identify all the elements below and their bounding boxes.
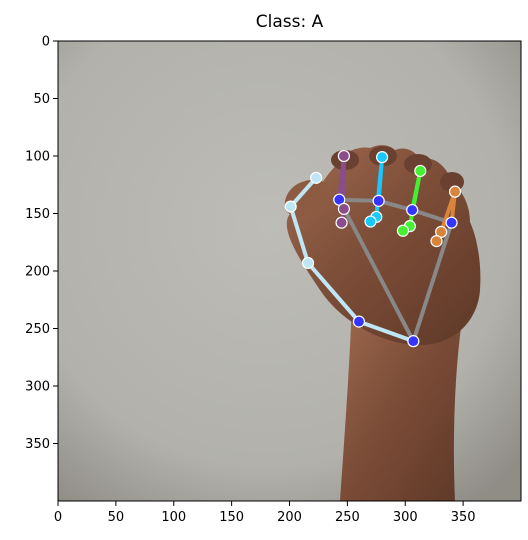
y-tick-label: 250 [25, 322, 50, 337]
x-tick-label: 200 [277, 510, 302, 525]
hand-skeleton [284, 149, 462, 348]
arm [340, 300, 465, 501]
photo [58, 41, 521, 501]
skeleton-connection [288, 204, 311, 265]
landmark-point [364, 215, 377, 228]
landmark-point [396, 224, 410, 237]
landmark-point [372, 194, 385, 207]
landmark-point [430, 235, 443, 248]
x-tick-label: 150 [219, 510, 244, 525]
y-tick-label: 200 [25, 265, 50, 280]
y-tick-label: 0 [42, 35, 50, 50]
x-tick-label: 300 [393, 510, 418, 525]
y-tick-label: 350 [25, 437, 50, 452]
landmark-point [407, 335, 420, 348]
x-tick-label: 350 [451, 510, 476, 525]
landmark-point [445, 216, 458, 229]
landmark-point [335, 216, 348, 229]
y-tick-label: 50 [33, 92, 50, 107]
landmark-point [352, 315, 366, 328]
x-axis: 0 50 100 150 200 250 300 350 [54, 501, 476, 525]
y-tick-label: 300 [25, 380, 50, 395]
landmark-point [414, 164, 427, 178]
landmark-point [301, 256, 315, 270]
landmark-point [310, 171, 323, 184]
x-tick-label: 250 [335, 510, 360, 525]
skeleton-connection [374, 155, 385, 219]
x-tick-label: 50 [108, 510, 125, 525]
skeleton-connection [337, 197, 416, 344]
landmark-point [284, 200, 297, 213]
skeleton-connection [411, 220, 454, 344]
y-tick-label: 150 [25, 207, 50, 222]
skeleton-connection [288, 175, 319, 209]
landmark-point [376, 151, 389, 164]
skeleton-connection [356, 319, 416, 344]
landmark-point [406, 203, 419, 217]
landmark-point [337, 149, 351, 163]
skeleton-connection [439, 189, 458, 234]
landmark-point [337, 202, 351, 215]
skeleton-connection [306, 260, 361, 324]
x-tick-label: 0 [54, 510, 62, 525]
skeleton-connection [407, 168, 423, 229]
y-axis: 0 50 100 150 200 250 300 350 [25, 35, 58, 452]
x-tick-label: 100 [161, 510, 186, 525]
landmark-point [448, 185, 462, 198]
plot-title: Class: A [255, 12, 324, 32]
y-tick-label: 100 [25, 150, 50, 165]
